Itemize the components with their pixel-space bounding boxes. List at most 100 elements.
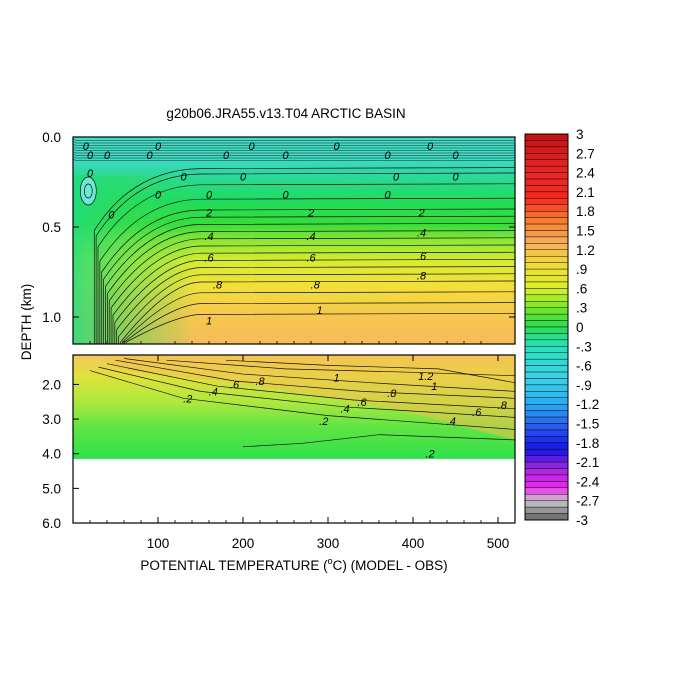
contour-label: .6 [357,397,367,409]
contour-label: 0 [83,141,90,153]
contour-label: .2 [319,416,328,428]
colorbar-bin [524,384,569,392]
colorbar-bin [524,288,569,296]
colorbar: 3 2.7 2.4 2.1 1.8 1.5 1.2 .9 .6 .3 0 -.3 -.6 -.9 -1.2 -… [524,127,600,528]
contour-label: .6 [204,253,214,265]
contour-label: 1 [316,305,322,317]
contour-line [115,359,515,399]
x-axis-label-suffix: C) (MODEL - OBS) [333,558,448,573]
colorbar-bin [524,326,569,334]
x-tick-label: 200 [232,536,255,551]
contour-line [106,363,515,410]
surface-contour [73,143,514,146]
contour-label: .4 [340,404,349,416]
lower-contour-labels: .8 1 1.2.6.4.21.8.6.4.2.8.6.4.2 [183,371,508,460]
x-axis-label-main: POTENTIAL TEMPERATURE ( [140,558,328,573]
y-tick-label: 0.5 [42,220,61,235]
colorbar-bin [524,275,569,283]
colorbar-bin [524,198,569,205]
colorbar-bin [524,165,569,173]
contour-line [116,266,515,344]
colorbar-tick-label: 2.1 [576,185,595,200]
colorbar-bin [524,320,569,328]
colorbar-bin [524,500,569,508]
colorbar-bin [524,378,569,386]
colorbar-bin [524,455,569,463]
colorbar-tick-label: .9 [576,262,587,277]
contour-label: .8 [213,280,223,292]
colorbar-tick-label: 1.2 [576,243,595,258]
colorbar-bin [524,153,569,160]
colorbar-bin [524,358,569,366]
contour-label: 0 [87,150,94,162]
colorbar-bin [524,481,569,489]
upper-contours [73,138,515,344]
colorbar-tick-label: 0 [576,320,584,335]
colorbar-bin [524,461,569,469]
surface-contour [73,141,514,144]
contour-label: 0 [393,172,400,184]
contour-label: 0 [333,141,340,153]
colorbar-tick-label: -2.7 [576,494,599,509]
colorbar-tick-label: -.3 [576,339,592,354]
colorbar-bin [524,281,569,289]
cold-anomaly-patch [79,176,97,206]
colorbar-bin [524,243,569,251]
colorbar-bin [524,391,569,398]
colorbar-bin [524,474,569,482]
contour-line [108,237,515,344]
colorbar-tick-label: 2.7 [576,146,595,161]
colorbar-tick-label: .3 [576,301,587,316]
contour-line [118,273,515,344]
surface-contour [73,138,514,141]
surface-contour [73,156,514,159]
y-tick-label: 4.0 [42,447,61,462]
surface-contour [73,148,514,151]
colorbar-bin [524,410,569,418]
colorbar-bin [524,339,569,347]
contour-label: 0 [146,150,153,162]
y-tick-label: 5.0 [42,481,61,496]
colorbar-bin [524,140,569,148]
contour-label: 0 [282,190,289,202]
colorbar-bin [524,333,569,341]
contour-label: 0 [180,172,187,184]
x-tick-label: 100 [147,536,170,551]
contour-label: .8 [311,280,321,292]
x-axis-label-degree: o [328,556,333,566]
contour-label: 1 [206,316,212,328]
contour-label: 0 [223,150,230,162]
lower-contours [89,358,515,448]
contour-label: .8 [255,376,265,388]
colorbar-tick-label: -1.8 [576,436,599,451]
contour-line [112,251,515,344]
contour-line [98,366,515,418]
colorbar-frame [524,133,569,521]
contour-label: .4 [209,386,218,398]
contour-line [166,359,515,377]
colorbar-bin [524,262,569,270]
upper-panel: 0 0 0 0 00 0 0 0 0 0 00 0 0 0 00 0 0 00 2 2 2.4.4.4.6.6.6.8.… [73,137,515,344]
surface-contour [73,151,514,154]
colorbar-bin [524,191,569,199]
surface-contour [73,146,514,149]
y-tick-label: 6.0 [42,516,61,531]
contour-line [89,370,515,430]
colorbar-bin [524,159,569,167]
colorbar-bin [524,230,569,238]
surface-contour [73,153,514,156]
colorbar-bin [524,494,569,501]
contour-label: 1 [431,381,437,393]
colorbar-tick-label: 3 [576,127,584,142]
colorbar-bin [524,436,569,444]
colorbar-bin [524,268,569,276]
y-tick-label: 1.0 [42,310,61,325]
colorbar-bin [524,204,569,212]
contour-label: 0 [87,168,94,180]
colorbar-bin [524,294,569,302]
colorbar-bin [524,442,569,450]
chart-title: g20b06.JRA55.v13.T04 ARCTIC BASIN [166,106,405,121]
colorbar-bin [524,301,569,308]
contour-label: 0 [427,141,434,153]
